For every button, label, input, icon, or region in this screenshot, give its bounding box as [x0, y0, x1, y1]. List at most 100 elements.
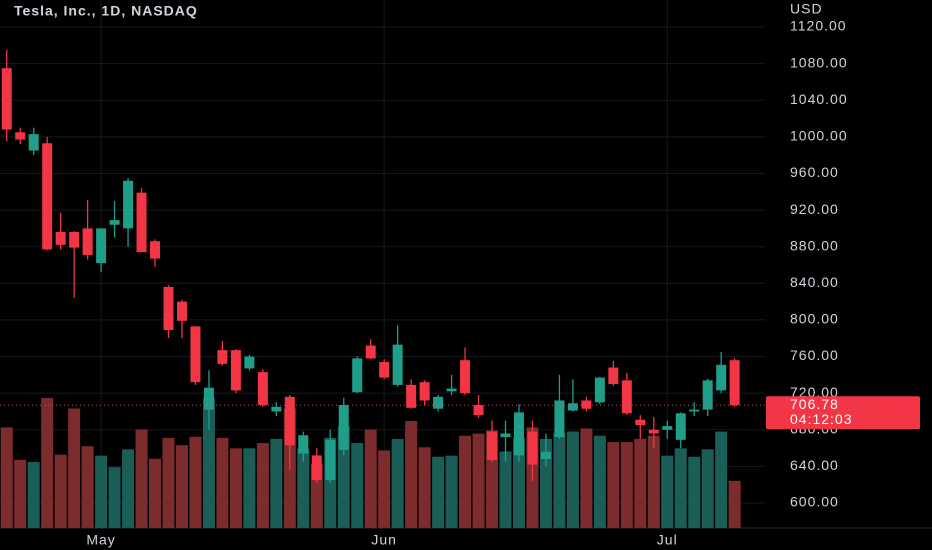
x-tick-label: Jul [657, 532, 678, 548]
candle-body [648, 429, 659, 434]
volume-bar [14, 459, 27, 528]
candle-body [311, 455, 322, 481]
candle-body [136, 192, 147, 253]
candle-body [554, 400, 565, 438]
volume-bar [81, 446, 94, 528]
volume-bar [674, 448, 687, 528]
candle-body [150, 241, 161, 259]
volume-bar [270, 438, 283, 528]
candle-body [594, 377, 605, 403]
candle-body [406, 384, 417, 408]
y-axis-label: USD [790, 1, 823, 17]
volume-bar [68, 408, 81, 528]
candle-body [365, 345, 376, 359]
volume-bar [620, 442, 633, 528]
candle-body [82, 228, 93, 255]
y-tick-label: 720.00 [790, 384, 839, 400]
volume-bar [122, 449, 135, 528]
y-tick-label: 920.00 [790, 201, 839, 217]
candle-body [230, 350, 241, 391]
volume-bar [580, 428, 593, 528]
volume-bar [405, 421, 418, 528]
volume-bar [0, 427, 13, 528]
volume-bar [647, 435, 660, 528]
volume-bar [459, 435, 472, 528]
candle-body [28, 134, 39, 151]
candle-body [433, 396, 444, 409]
volume-bar [634, 438, 647, 528]
last-price-label: 706.78 [790, 396, 839, 412]
candle-body [487, 431, 498, 460]
y-tick-label: 880.00 [790, 237, 839, 253]
volume-bar [95, 455, 108, 528]
candle-body [500, 433, 511, 438]
volume-bar [566, 431, 579, 528]
volume-bar [728, 480, 741, 528]
candle-body [581, 400, 592, 409]
candle-body [392, 344, 403, 385]
y-tick-label: 760.00 [790, 347, 839, 363]
volume-bar [256, 443, 269, 528]
candle-body [69, 232, 80, 248]
volume-bar [229, 448, 242, 528]
volume-bar [418, 447, 431, 528]
volume-bar [189, 436, 202, 528]
candle-body [608, 367, 619, 385]
volume-bar [175, 445, 188, 528]
volume-bar [715, 431, 728, 528]
volume-bar [216, 437, 229, 528]
y-tick-label: 1080.00 [790, 54, 848, 70]
volume-bar [539, 438, 552, 528]
candle-body [567, 403, 578, 411]
y-tick-label: 840.00 [790, 274, 839, 290]
candle-body [729, 360, 740, 406]
candle-body [540, 451, 551, 460]
candle-body [190, 326, 201, 383]
candle-body [1, 68, 12, 130]
candle-body [123, 180, 134, 229]
volume-bar [512, 437, 525, 528]
volume-bar [553, 432, 566, 528]
candle-body [163, 286, 174, 330]
candle-body [271, 406, 282, 412]
volume-bar [701, 449, 714, 528]
volume-bar [661, 455, 674, 528]
candle-body [338, 405, 349, 450]
candle-body [257, 372, 268, 406]
candle-body [513, 412, 524, 456]
candle-body [662, 426, 673, 430]
candle-body [675, 413, 686, 440]
candle-body [176, 301, 187, 321]
candle-body [55, 232, 66, 245]
candle-body [689, 409, 700, 412]
candle-body [621, 380, 632, 414]
candle-body [96, 228, 107, 264]
volume-bar [391, 438, 404, 528]
candle-body [635, 419, 646, 426]
candle-body [203, 387, 214, 410]
candle-body [42, 143, 53, 250]
y-tick-label: 800.00 [790, 311, 839, 327]
volume-bar [378, 450, 391, 528]
volume-bar [162, 437, 175, 528]
candle-body [352, 358, 363, 393]
candle-body [379, 362, 390, 378]
volume-bar [54, 454, 67, 528]
volume-bar [202, 398, 215, 528]
volume-bar [432, 456, 445, 528]
volume-bar [337, 426, 350, 528]
volume-bar [607, 442, 620, 528]
volume-bar [445, 455, 458, 528]
volume-bar [135, 429, 148, 528]
candle-body [109, 220, 120, 225]
x-tick-label: May [86, 532, 115, 548]
volume-bar [351, 443, 364, 528]
candle-body [446, 388, 457, 392]
countdown-label: 04:12:03 [790, 411, 853, 427]
volume-bar [27, 461, 40, 528]
candle-body [702, 380, 713, 410]
candle-body [460, 360, 471, 394]
candle-body [527, 431, 538, 465]
y-tick-label: 600.00 [790, 494, 839, 510]
